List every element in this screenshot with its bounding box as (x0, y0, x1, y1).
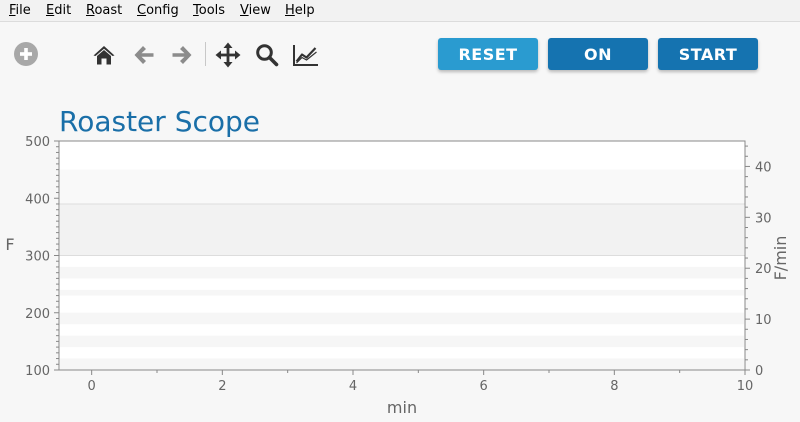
phase-band (60, 266, 744, 279)
phase-band (60, 203, 744, 256)
x-tick-label: 6 (480, 379, 488, 394)
y-axis-title: F (5, 235, 14, 254)
plus-circle-icon[interactable] (11, 39, 41, 69)
start-button[interactable]: START (658, 38, 758, 70)
y2-tick-label: 0 (755, 364, 763, 379)
phase-band (60, 289, 744, 296)
on-button[interactable]: ON (548, 38, 648, 70)
menu-edit[interactable]: Edit (46, 3, 72, 18)
menu-roast[interactable]: Roast (86, 3, 123, 18)
y2-tick-label: 40 (755, 160, 772, 175)
x-axis-title: min (387, 398, 417, 417)
phase-band (60, 141, 744, 170)
move-icon[interactable] (213, 40, 243, 70)
chart-title: Roaster Scope (59, 105, 260, 138)
x-tick-label: 2 (218, 379, 226, 394)
menu-file[interactable]: File (9, 3, 31, 18)
y-tick-label: 300 (25, 250, 50, 265)
phase-band (60, 335, 744, 348)
search-icon[interactable] (252, 40, 282, 70)
menu-help[interactable]: Help (285, 3, 315, 18)
menu-bar: File Edit Roast Config Tools View Help (0, 0, 800, 22)
menu-view[interactable]: View (240, 3, 271, 18)
menu-config[interactable]: Config (137, 3, 179, 18)
menu-tools[interactable]: Tools (193, 3, 226, 18)
phase-band (60, 169, 744, 204)
line-chart-icon[interactable] (291, 40, 321, 70)
y2-tick-label: 20 (755, 262, 772, 277)
arrow-left-icon[interactable] (129, 40, 159, 70)
arrow-right-icon[interactable] (167, 40, 197, 70)
home-icon[interactable] (89, 40, 119, 70)
y2-axis-title: F/min (771, 236, 790, 281)
toolbar-separator (205, 42, 206, 66)
x-tick-label: 10 (737, 379, 754, 394)
y2-tick-label: 10 (755, 313, 772, 328)
y-tick-label: 200 (25, 307, 50, 322)
reset-button[interactable]: RESET (438, 38, 538, 70)
x-tick-label: 0 (88, 379, 96, 394)
y-tick-label: 500 (25, 135, 50, 150)
y-tick-label: 400 (25, 192, 50, 207)
x-tick-label: 4 (349, 379, 357, 394)
phase-band (60, 312, 744, 325)
phase-band (60, 358, 744, 370)
y-tick-label: 100 (25, 364, 50, 379)
x-tick-label: 8 (610, 379, 618, 394)
y2-tick-label: 30 (755, 211, 772, 226)
